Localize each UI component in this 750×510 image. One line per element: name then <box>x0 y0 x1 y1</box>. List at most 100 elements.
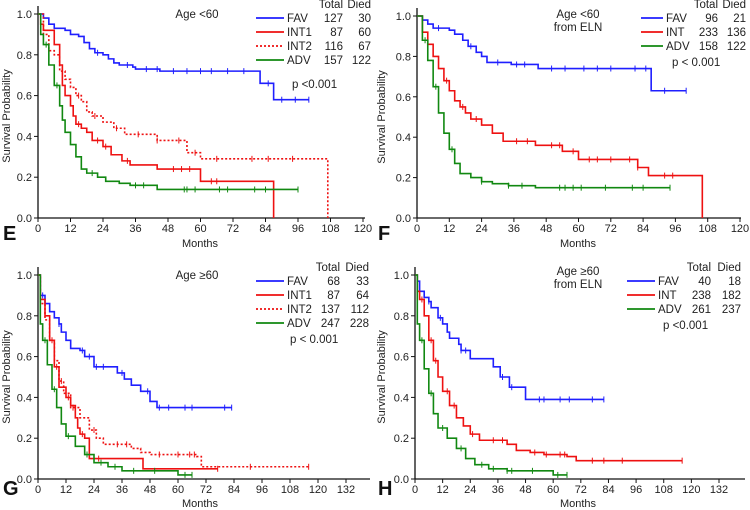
x-tick-label: 72 <box>227 223 239 235</box>
legend-header-total: Total <box>316 262 340 274</box>
legend-total: 158 <box>699 41 718 53</box>
p-value: p <0.001 <box>663 320 708 332</box>
legend-entry-int2: INT2 137 112 <box>256 304 369 316</box>
x-tick-label: 96 <box>292 223 304 235</box>
panel-title: from ELN <box>554 279 603 291</box>
legend-died: 30 <box>358 13 371 25</box>
x-axis-label: Months <box>560 498 597 510</box>
x-tick-label: 108 <box>321 223 339 235</box>
y-axis-label: Survival Probability <box>376 330 388 424</box>
series-adv <box>38 274 193 478</box>
legend-label: FAV <box>658 276 679 288</box>
legend-entry-int1: INT1 87 64 <box>256 290 370 302</box>
x-tick-label: 96 <box>630 484 642 496</box>
x-axis-label: Months <box>182 238 219 250</box>
legend-entry-adv: ADV 158 122 <box>641 41 746 53</box>
y-tick-label: 1.0 <box>396 11 411 23</box>
legend-died: 33 <box>356 276 369 288</box>
survival-curve-int <box>415 274 683 462</box>
legend-label: INT <box>658 290 677 302</box>
series-adv <box>417 15 671 191</box>
legend-died: 237 <box>722 304 741 316</box>
survival-curve-fav <box>415 274 604 401</box>
legend-died: 122 <box>352 55 371 67</box>
series-fav <box>415 274 605 403</box>
legend-entry-fav: FAV 127 30 <box>256 13 371 25</box>
panel-title: from ELN <box>554 22 603 34</box>
y-tick-label: 0.2 <box>17 433 32 445</box>
legend-label: INT <box>666 27 685 39</box>
x-tick-label: 36 <box>129 223 141 235</box>
survival-curve-adv <box>417 15 671 189</box>
survival-curve-fav <box>417 15 687 92</box>
legend-total: 96 <box>705 13 718 25</box>
legend-entry-fav: FAV 96 21 <box>641 13 746 25</box>
legend-total: 68 <box>327 276 340 288</box>
survival-curve-int <box>417 15 704 218</box>
legend-died: 122 <box>727 41 746 53</box>
series-fav <box>38 274 233 411</box>
x-tick-label: 24 <box>97 223 109 235</box>
y-axis-label: Survival Probability <box>1 69 13 163</box>
panel-letter: E <box>3 223 16 245</box>
x-tick-label: 132 <box>337 484 355 496</box>
y-tick-label: 0.6 <box>17 91 32 103</box>
y-tick-label: 0.0 <box>17 213 32 225</box>
y-tick-label: 1.0 <box>17 270 32 282</box>
y-tick-label: 0.0 <box>394 474 409 486</box>
x-tick-label: 120 <box>309 484 327 496</box>
x-tick-label: 96 <box>669 223 681 235</box>
y-tick-label: 0.0 <box>17 474 32 486</box>
x-tick-label: 60 <box>194 223 206 235</box>
legend-label: INT1 <box>287 290 312 302</box>
legend-label: INT1 <box>287 27 312 39</box>
legend-died: 228 <box>350 318 369 330</box>
p-value: p <0.001 <box>292 79 337 91</box>
x-tick-label: 72 <box>200 484 212 496</box>
legend-died: 64 <box>356 290 369 302</box>
y-tick-label: 0.2 <box>396 173 411 185</box>
legend-died: 136 <box>727 27 746 39</box>
legend-label: INT2 <box>287 41 312 53</box>
legend-header-died: Died <box>717 262 741 274</box>
panel-title: Age ≥60 <box>176 270 219 282</box>
legend-header-total: Total <box>694 0 718 11</box>
y-tick-label: 0.4 <box>394 392 409 404</box>
panel-f: 0 12 24 36 48 60 72 84 96 108 120 0.0 0.2 0.4 0.6 0.8 1.… <box>376 0 749 250</box>
y-tick-label: 0.2 <box>17 172 32 184</box>
survival-curve-int1 <box>38 13 275 218</box>
x-tick-label: 108 <box>655 484 673 496</box>
p-value: p < 0.001 <box>672 57 720 69</box>
survival-curve-fav <box>38 13 309 101</box>
series-fav <box>417 15 687 94</box>
legend-label: FAV <box>666 13 687 25</box>
legend-header-died: Died <box>347 0 371 11</box>
x-tick-label: 0 <box>35 223 41 235</box>
panel-e: 0 12 24 36 48 60 72 84 96 108 120 0.0 0.2 0.4 0.6 0.8 1.… <box>1 0 372 250</box>
survival-curve-adv <box>38 274 192 476</box>
legend-total: 40 <box>698 276 711 288</box>
series-int2 <box>38 13 329 218</box>
panel-title: Age <60 <box>175 9 218 21</box>
x-tick-label: 120 <box>731 223 749 235</box>
panel-letter: G <box>3 478 19 500</box>
legend-total: 137 <box>321 304 340 316</box>
panel-title: Age ≥60 <box>557 266 600 278</box>
panel-title: Age <60 <box>556 9 599 21</box>
y-tick-label: 0.6 <box>396 92 411 104</box>
legend-total: 87 <box>327 290 340 302</box>
x-tick-label: 60 <box>547 484 559 496</box>
legend-header-total: Total <box>319 0 343 11</box>
x-tick-label: 48 <box>540 223 552 235</box>
series-int1 <box>38 13 275 218</box>
x-tick-label: 96 <box>256 484 268 496</box>
legend-entry-int: INT 238 182 <box>627 290 741 302</box>
x-tick-label: 36 <box>508 223 520 235</box>
x-tick-label: 24 <box>464 484 476 496</box>
legend-label: ADV <box>666 41 690 53</box>
legend-entry-fav: FAV 40 18 <box>627 276 741 288</box>
x-tick-label: 12 <box>64 223 76 235</box>
series-int2 <box>38 274 310 470</box>
x-tick-label: 24 <box>475 223 487 235</box>
survival-curve-fav <box>38 274 232 409</box>
